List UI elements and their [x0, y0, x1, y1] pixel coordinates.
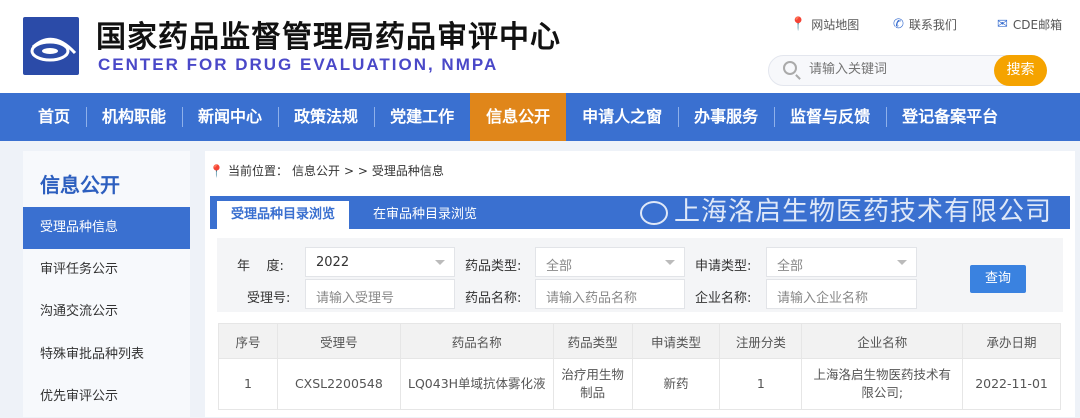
main-nav: 首页 机构职能 新闻中心 政策法规 党建工作 信息公开 申请人之窗 办事服务 监… — [0, 93, 1080, 141]
col-reg-class: 注册分类 — [719, 323, 803, 359]
filter-form: 年 度: 2022 药品类型: 全部 申请类型: 全部 受理号: 请输入受理号 … — [217, 238, 1063, 312]
sidebar-item-review-tasks[interactable]: 审评任务公示 — [40, 262, 119, 277]
col-drug-name: 药品名称 — [399, 323, 554, 359]
apply-type-value: 全部 — [777, 259, 804, 274]
nav-info-public[interactable]: 信息公开 — [470, 93, 567, 141]
sidebar-item-accepted[interactable]: 受理品种信息 — [23, 207, 190, 249]
site-subtitle: CENTER FOR DRUG EVALUATION, NMPA — [98, 55, 499, 74]
cell-drug-name: LQ043H单域抗体雾化液 — [399, 358, 554, 410]
cell-accept-no: CXSL2200548 — [276, 358, 401, 410]
header: 国家药品监督管理局药品审评中心 CENTER FOR DRUG EVALUATI… — [0, 0, 1080, 93]
nav-policy[interactable]: 政策法规 — [278, 93, 374, 141]
breadcrumb-prefix: 当前位置： — [227, 164, 288, 178]
cell-drug-type: 治疗用生物制品 — [552, 358, 633, 410]
table-row[interactable]: 1 CXSL2200548 LQ043H单域抗体雾化液 治疗用生物制品 新药 1… — [218, 358, 1061, 410]
breadcrumb-info-public[interactable]: 信息公开 — [291, 164, 340, 178]
mail-label: CDE邮箱 — [1012, 18, 1063, 32]
breadcrumb-separator: > > — [343, 163, 368, 178]
contact-link[interactable]: ✆ 联系我们 — [893, 16, 957, 33]
cell-date: 2022-11-01 — [962, 358, 1061, 410]
apply-type-select[interactable]: 全部 — [766, 247, 917, 277]
sitemap-label: 网站地图 — [811, 18, 860, 32]
search-icon — [783, 61, 797, 75]
year-select[interactable]: 2022 — [305, 247, 455, 277]
nav-party[interactable]: 党建工作 — [374, 93, 470, 141]
search-button[interactable]: 搜索 — [994, 55, 1047, 86]
query-button[interactable]: 查询 — [970, 265, 1026, 293]
col-company: 企业名称 — [801, 323, 964, 359]
drug-type-select[interactable]: 全部 — [535, 247, 685, 277]
accept-no-label: 受理号: — [247, 291, 291, 306]
cell-reg-class: 1 — [719, 358, 803, 410]
chevron-down-icon — [665, 260, 675, 265]
drug-type-value: 全部 — [546, 259, 573, 274]
col-accept-no: 受理号 — [276, 323, 401, 359]
breadcrumb-current: 受理品种信息 — [371, 164, 444, 178]
table-header-row: 序号 受理号 药品名称 药品类型 申请类型 注册分类 企业名称 承办日期 — [218, 323, 1061, 359]
tab-bar: 受理品种目录浏览 在审品种目录浏览 — [210, 196, 1070, 229]
contact-label: 联系我们 — [908, 18, 957, 32]
col-drug-type: 药品类型 — [552, 323, 633, 359]
nav-functions[interactable]: 机构职能 — [86, 93, 182, 141]
main-content: 📍 当前位置： 信息公开 > > 受理品种信息 受理品种目录浏览 在审品种目录浏… — [205, 151, 1075, 417]
company-input[interactable]: 请输入企业名称 — [766, 279, 917, 309]
mail-icon: ✉ — [997, 17, 1008, 32]
chevron-down-icon — [897, 260, 907, 265]
tab-in-review-catalog[interactable]: 在审品种目录浏览 — [372, 207, 477, 222]
search-input[interactable] — [809, 62, 959, 77]
search-box: 搜索 — [768, 55, 1047, 86]
nav-home[interactable]: 首页 — [38, 107, 71, 126]
nav-applicant[interactable]: 申请人之窗 — [582, 107, 663, 126]
sidebar-item-communication[interactable]: 沟通交流公示 — [40, 304, 119, 319]
cde-logo[interactable] — [23, 17, 79, 75]
cell-index: 1 — [218, 358, 278, 410]
year-label: 年 度: — [237, 259, 284, 274]
cell-company: 上海洛启生物医药技术有限公司; — [801, 358, 964, 410]
chevron-down-icon — [435, 260, 445, 265]
phone-icon: ✆ — [893, 17, 904, 32]
cell-apply-type: 新药 — [631, 358, 721, 410]
location-pin-icon: 📍 — [790, 17, 807, 32]
nav-feedback[interactable]: 监督与反馈 — [774, 93, 886, 141]
col-date: 承办日期 — [962, 323, 1061, 359]
sidebar: 信息公开 受理品种信息 审评任务公示 沟通交流公示 特殊审批品种列表 优先审评公… — [23, 151, 190, 417]
site-title: 国家药品监督管理局药品审评中心 — [96, 20, 561, 55]
drug-name-input[interactable]: 请输入药品名称 — [535, 279, 685, 309]
nav-news[interactable]: 新闻中心 — [182, 93, 278, 141]
col-apply-type: 申请类型 — [631, 323, 721, 359]
col-index: 序号 — [218, 323, 278, 359]
location-pin-icon: 📍 — [209, 163, 224, 178]
sidebar-title: 信息公开 — [40, 173, 120, 197]
accept-no-input[interactable]: 请输入受理号 — [305, 279, 455, 309]
sitemap-link[interactable]: 📍 网站地图 — [790, 16, 859, 33]
company-label: 企业名称: — [695, 291, 752, 306]
cde-mail-link[interactable]: ✉ CDE邮箱 — [997, 16, 1062, 33]
nav-services[interactable]: 办事服务 — [678, 93, 774, 141]
sidebar-item-priority-review[interactable]: 优先审评公示 — [40, 389, 119, 404]
drug-type-label: 药品类型: — [465, 259, 522, 274]
nav-registration[interactable]: 登记备案平台 — [886, 93, 1014, 141]
sidebar-item-special-approval[interactable]: 特殊审批品种列表 — [40, 347, 145, 362]
breadcrumb: 📍 当前位置： 信息公开 > > 受理品种信息 — [209, 162, 444, 179]
tab-accepted-catalog[interactable]: 受理品种目录浏览 — [217, 201, 349, 229]
results-table: 序号 受理号 药品名称 药品类型 申请类型 注册分类 企业名称 承办日期 1 C… — [218, 323, 1061, 410]
year-value: 2022 — [316, 255, 350, 270]
drug-name-label: 药品名称: — [465, 291, 522, 306]
apply-type-label: 申请类型: — [695, 259, 752, 274]
